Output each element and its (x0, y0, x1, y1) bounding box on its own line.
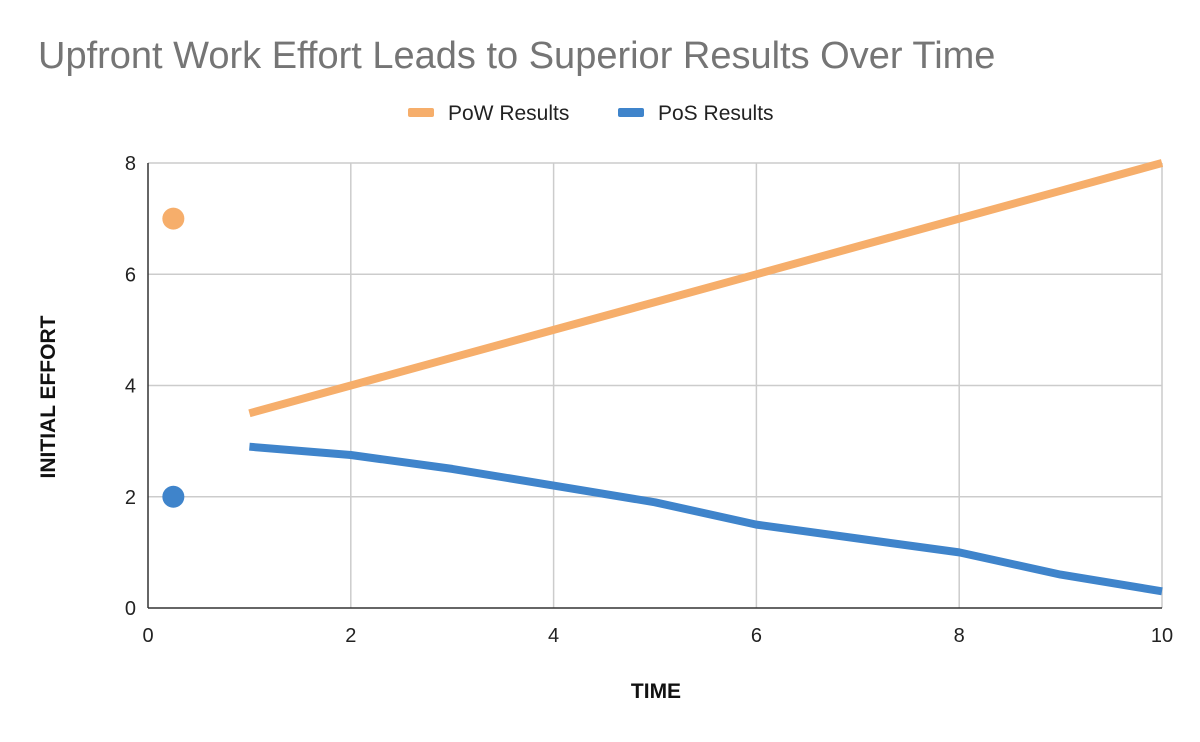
series-lines (248, 159, 1164, 596)
legend-swatch-pow (408, 108, 434, 117)
series-line-pow-results (248, 159, 1164, 418)
axes (147, 163, 1162, 609)
x-tick-label-10: 10 (1151, 625, 1173, 647)
legend: PoW Results PoS Results (408, 102, 774, 125)
legend-item-pow: PoW Results (408, 102, 569, 125)
x-tick-label-6: 6 (751, 625, 762, 647)
y-tick-label-4: 4 (125, 376, 136, 398)
y-tick-label-2: 2 (125, 487, 136, 509)
chart-title: Upfront Work Effort Leads to Superior Re… (38, 35, 995, 77)
x-tick-label-2: 2 (345, 625, 356, 647)
x-tick-label-4: 4 (548, 625, 559, 647)
y-tick-label-6: 6 (125, 264, 136, 286)
series-markers (162, 207, 185, 508)
legend-label-pos: PoS Results (658, 102, 774, 125)
tick-labels: 0 2 4 6 8 10 0 2 4 6 8 (125, 153, 1173, 647)
series-marker-pow-results (162, 207, 185, 230)
y-tick-label-8: 8 (125, 153, 136, 175)
series-marker-pos-results (162, 485, 185, 508)
legend-item-pos: PoS Results (618, 102, 774, 125)
series-line-pos-results (249, 442, 1163, 596)
gridlines (148, 162, 1163, 608)
x-tick-label-0: 0 (142, 625, 153, 647)
legend-label-pow: PoW Results (448, 102, 569, 125)
y-tick-label-0: 0 (125, 598, 136, 620)
legend-swatch-pos (618, 108, 644, 117)
x-axis-title: TIME (631, 680, 681, 703)
y-axis-title: INITIAL EFFORT (37, 315, 60, 478)
x-tick-label-8: 8 (954, 625, 965, 647)
